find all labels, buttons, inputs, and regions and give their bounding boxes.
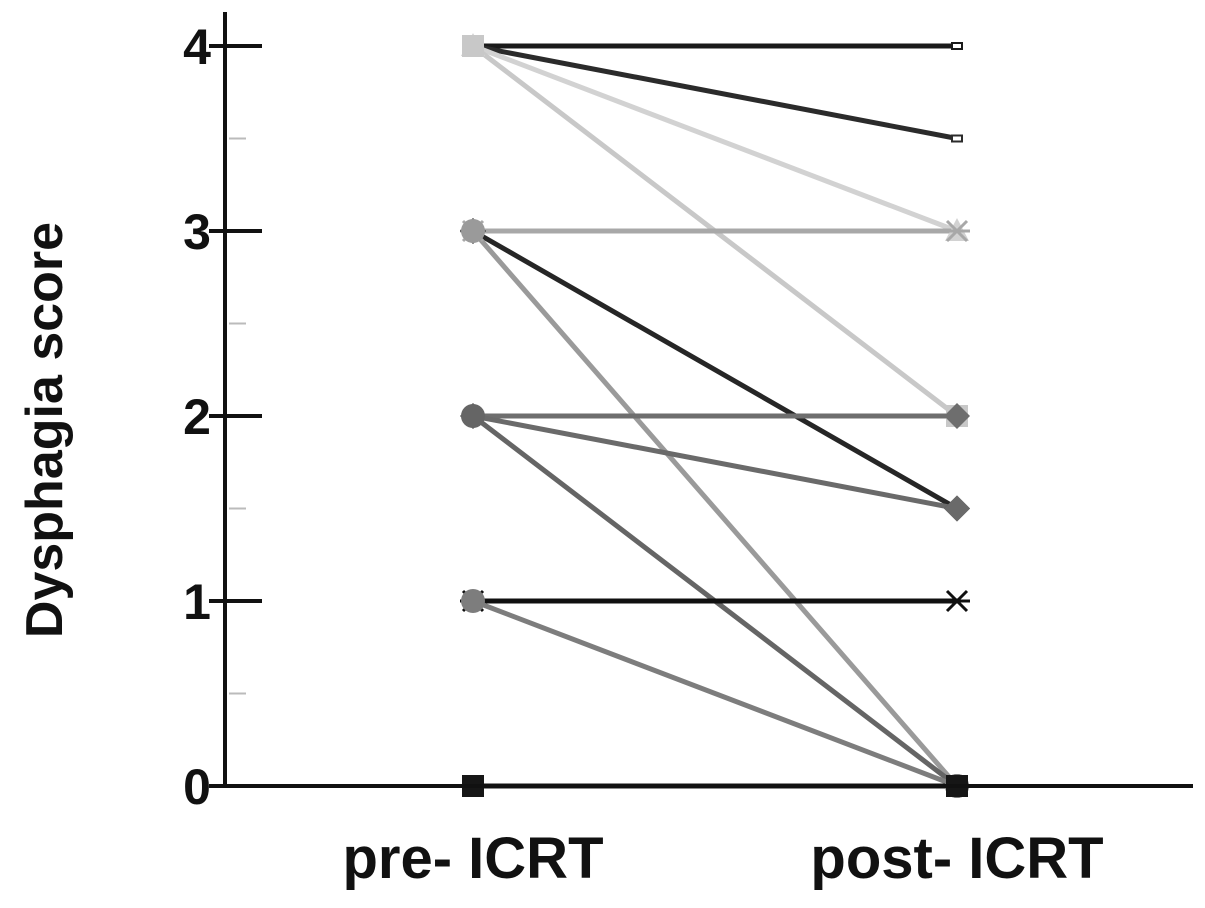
series-12-marker-pre xyxy=(461,589,485,613)
y-minor-ticks xyxy=(229,137,246,695)
y-tick-labels: 0 1 2 3 4 xyxy=(183,19,211,815)
y-axis-title: Dysphagia score xyxy=(16,222,74,638)
x-category-label: pre- ICRT xyxy=(343,826,604,891)
x-category-labels: pre- ICRT post- ICRT xyxy=(343,826,1104,891)
y-major-ticks xyxy=(209,44,262,788)
series-7-marker-pre xyxy=(461,219,485,243)
y-tick-label: 3 xyxy=(183,204,211,260)
series-11-marker-post xyxy=(944,589,970,613)
series-2-marker-post xyxy=(951,134,963,143)
series-line-9 xyxy=(470,413,960,511)
y-tick-label: 1 xyxy=(183,574,211,630)
series-line-2 xyxy=(470,43,960,141)
series-lines xyxy=(470,43,960,789)
series-8-marker-post xyxy=(944,403,970,429)
y-tick-label: 4 xyxy=(183,19,211,75)
series-line-6 xyxy=(470,228,960,511)
series-markers xyxy=(460,33,970,798)
y-tick-label: 2 xyxy=(183,389,211,445)
series-10-marker-pre xyxy=(461,404,485,428)
series-line-7 xyxy=(470,228,960,789)
series-1-marker-post xyxy=(951,42,963,50)
y-tick-label: 0 xyxy=(183,759,211,815)
series-line-12 xyxy=(470,598,960,789)
series-line-3 xyxy=(470,43,960,234)
series-9-marker-post xyxy=(944,495,970,522)
x-category-label: post- ICRT xyxy=(810,826,1103,891)
series-5-marker-post xyxy=(944,219,970,243)
series-4-marker-pre xyxy=(462,35,484,57)
